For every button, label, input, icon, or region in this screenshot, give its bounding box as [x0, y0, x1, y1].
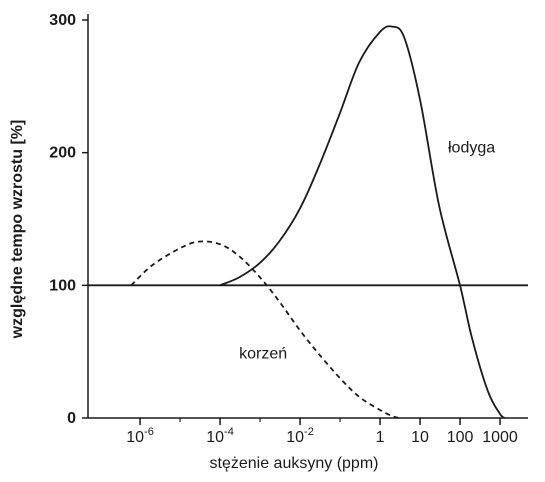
- labels: stężenie auksyny (ppm) względne tempo wz…: [9, 120, 495, 472]
- y-tick-label: 100: [49, 277, 76, 294]
- series-line-0: [130, 240, 400, 419]
- tick-marks: 0 100 200 300 10-6 10-4 10-2 1 10 100 1000: [49, 12, 518, 446]
- x-tick-label: 10-2: [286, 426, 314, 446]
- x-tick-label: 10: [411, 429, 429, 446]
- axes: [87, 14, 528, 419]
- series-label-korzen: korzeń: [239, 345, 287, 362]
- x-tick-label: 100: [447, 429, 474, 446]
- y-tick-label: 300: [49, 12, 76, 29]
- series-label-lodyga: łodyga: [448, 140, 495, 157]
- series-line-1: [219, 25, 506, 419]
- x-tick-label: 10-6: [126, 426, 154, 446]
- x-tick-label: 10-4: [206, 426, 234, 446]
- y-tick-label: 200: [49, 145, 76, 162]
- x-tick-label: 1000: [482, 429, 518, 446]
- y-axis-label: względne tempo wzrostu [%]: [9, 120, 26, 340]
- x-axis-label: stężenie auksyny (ppm): [210, 455, 379, 472]
- x-tick-label: 1: [376, 429, 385, 446]
- y-tick-label: 0: [67, 410, 76, 427]
- series-lines: [130, 25, 506, 419]
